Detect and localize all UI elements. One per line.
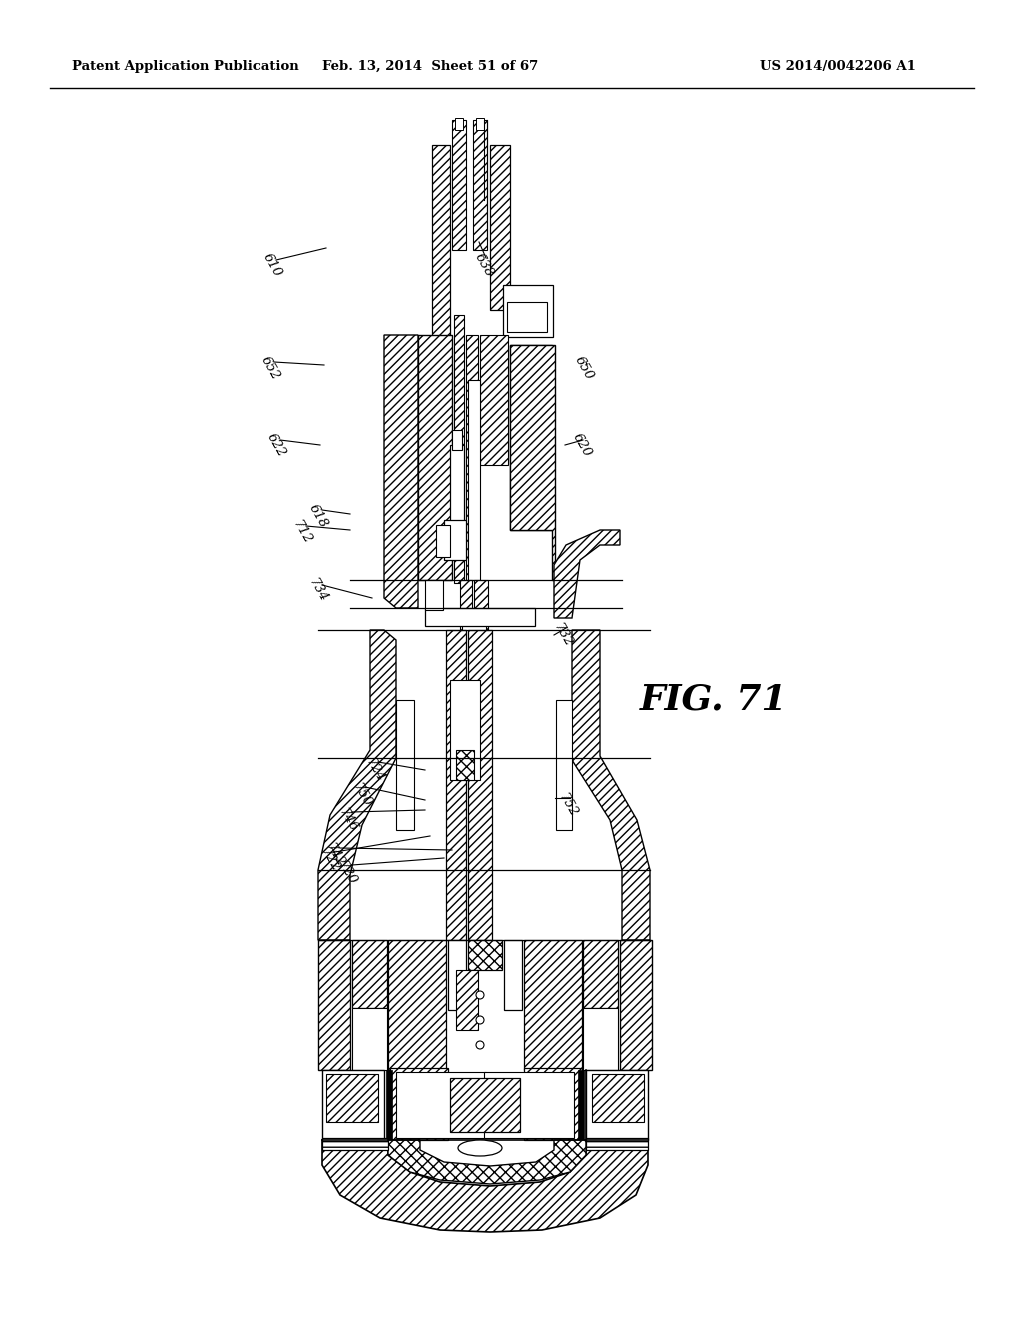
Text: US 2014/0042206 A1: US 2014/0042206 A1 xyxy=(760,59,915,73)
Bar xyxy=(473,120,487,249)
Text: 638: 638 xyxy=(472,251,496,279)
Text: Feb. 13, 2014  Sheet 51 of 67: Feb. 13, 2014 Sheet 51 of 67 xyxy=(322,59,539,73)
Bar xyxy=(452,430,462,450)
Bar xyxy=(352,1008,387,1071)
Bar xyxy=(450,445,464,525)
Ellipse shape xyxy=(476,1041,484,1049)
Bar xyxy=(556,700,572,830)
Polygon shape xyxy=(388,1140,586,1184)
Polygon shape xyxy=(554,531,620,618)
Text: 732: 732 xyxy=(551,620,574,649)
Ellipse shape xyxy=(476,1016,484,1024)
Bar xyxy=(468,940,502,970)
Bar xyxy=(468,380,480,579)
Bar xyxy=(468,630,492,940)
Bar xyxy=(507,302,547,333)
Bar xyxy=(390,1068,449,1140)
Bar xyxy=(586,1071,648,1140)
Text: 750: 750 xyxy=(350,781,374,809)
Polygon shape xyxy=(318,630,396,940)
Bar xyxy=(352,940,387,1008)
Bar xyxy=(388,940,446,1071)
Bar xyxy=(462,620,486,700)
Text: Patent Application Publication: Patent Application Publication xyxy=(72,59,299,73)
Bar xyxy=(396,1072,486,1138)
Bar xyxy=(454,315,464,583)
Text: FIG. 71: FIG. 71 xyxy=(640,682,787,717)
Text: 620: 620 xyxy=(570,430,594,459)
Text: 610: 610 xyxy=(260,251,284,279)
Bar xyxy=(490,145,510,310)
Bar xyxy=(476,117,484,129)
Bar xyxy=(396,700,414,830)
Bar xyxy=(503,285,553,337)
Bar xyxy=(425,609,535,626)
Bar xyxy=(455,117,463,129)
Bar xyxy=(425,579,443,610)
Text: 724: 724 xyxy=(364,756,387,784)
Bar xyxy=(484,1072,574,1138)
Bar xyxy=(436,525,450,557)
Bar xyxy=(586,1138,648,1150)
Bar xyxy=(524,1068,582,1140)
Bar xyxy=(456,970,478,1030)
Text: 720: 720 xyxy=(335,859,358,887)
Bar xyxy=(450,680,480,780)
Bar xyxy=(452,120,466,249)
Bar xyxy=(504,940,522,1010)
Ellipse shape xyxy=(476,991,484,999)
Bar xyxy=(456,750,474,780)
Bar xyxy=(474,579,488,760)
Bar xyxy=(578,1071,584,1142)
Polygon shape xyxy=(322,1140,648,1232)
Bar xyxy=(444,520,466,560)
Text: 618: 618 xyxy=(306,502,330,531)
Ellipse shape xyxy=(458,1140,502,1156)
Text: 722: 722 xyxy=(318,846,342,874)
Bar xyxy=(446,630,466,940)
Polygon shape xyxy=(510,345,555,579)
Text: 734: 734 xyxy=(306,576,330,605)
Text: 712: 712 xyxy=(290,517,314,546)
Bar xyxy=(524,940,582,1071)
Bar xyxy=(583,1008,618,1071)
Bar xyxy=(583,940,618,1008)
Bar xyxy=(510,345,552,531)
Polygon shape xyxy=(384,335,418,609)
Bar xyxy=(386,1071,392,1142)
Bar xyxy=(466,335,478,579)
Bar xyxy=(450,1078,520,1133)
Text: 652: 652 xyxy=(258,354,282,381)
Bar xyxy=(326,1074,378,1122)
Text: 650: 650 xyxy=(572,354,596,381)
Bar xyxy=(322,1071,384,1140)
Text: 746: 746 xyxy=(336,807,359,834)
Text: 742: 742 xyxy=(324,841,347,869)
Bar xyxy=(620,940,652,1071)
Bar xyxy=(318,940,350,1071)
Text: 622: 622 xyxy=(264,430,288,459)
Bar xyxy=(322,1138,388,1150)
Text: 752: 752 xyxy=(556,791,580,820)
Bar xyxy=(432,145,450,345)
Bar xyxy=(460,579,472,760)
Bar xyxy=(480,335,508,465)
Bar xyxy=(418,335,452,579)
Polygon shape xyxy=(572,630,650,940)
Bar xyxy=(592,1074,644,1122)
Bar xyxy=(449,940,466,1010)
